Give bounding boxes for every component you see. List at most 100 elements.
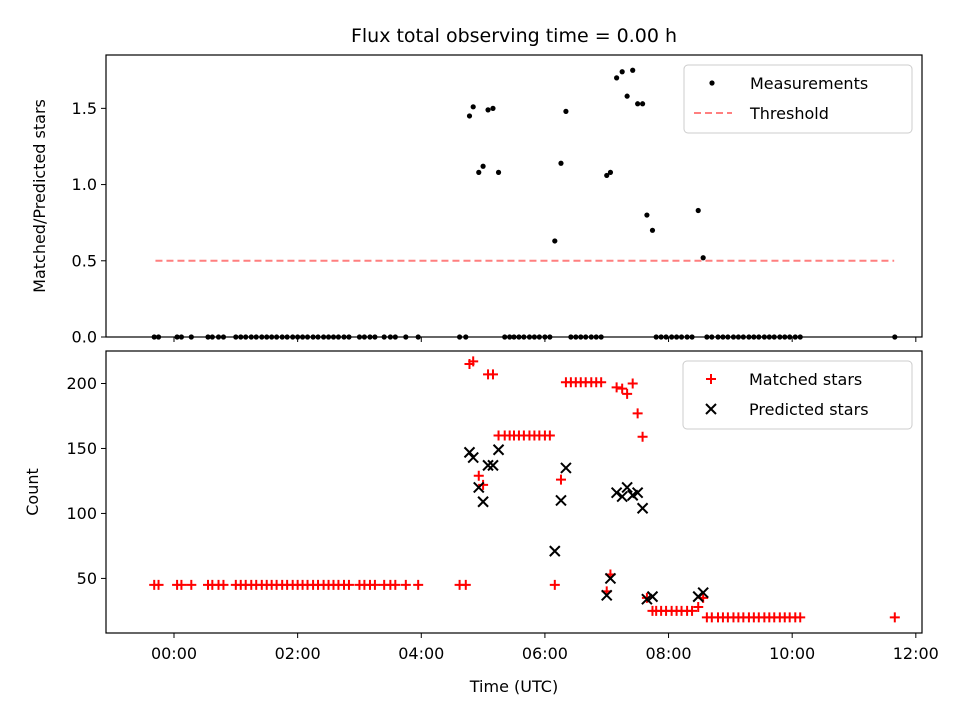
measurements-point	[361, 334, 367, 340]
bottom-ytick-label: 100	[66, 504, 97, 523]
bottom-xtick-label: 06:00	[522, 644, 568, 663]
predicted-stars-point	[560, 462, 572, 474]
measurements-point	[669, 334, 675, 340]
predicted-stars-point	[492, 444, 505, 456]
matched-stars-point	[611, 382, 622, 393]
top-ytick-label: 0.0	[72, 328, 97, 347]
top-ytick-label: 0.5	[72, 251, 97, 270]
bottom-panel: Count Time (UTC)	[23, 350, 923, 696]
legend-matched-stars-swatch	[706, 374, 716, 384]
measurements-point	[771, 334, 777, 340]
measurements-point	[644, 212, 650, 218]
measurements-point	[630, 67, 636, 73]
measurements-point	[274, 334, 280, 340]
measurements-point	[624, 93, 630, 99]
measurements-point	[792, 334, 798, 340]
predicted-stars-point	[482, 459, 494, 472]
measurements-point	[205, 334, 211, 340]
measurements-point	[490, 105, 496, 111]
bottom-xlabel: Time (UTC)	[469, 677, 558, 696]
measurements-point	[299, 334, 306, 340]
bottom-xtick-label: 02:00	[275, 644, 321, 663]
matched-stars-point	[468, 356, 479, 367]
top-legend-box	[683, 64, 913, 134]
measurements-point	[495, 169, 502, 175]
legend-label: Predicted stars	[749, 400, 869, 419]
measurements-point	[259, 334, 265, 340]
measurements-point	[526, 334, 533, 340]
matched-stars-point	[400, 579, 411, 590]
bottom-ytick-label: 50	[77, 569, 97, 588]
measurements-point	[715, 334, 721, 340]
measurements-point	[279, 334, 285, 340]
matched-stars-point	[413, 579, 424, 590]
measurements-point	[700, 255, 706, 261]
bottom-xtick-label: 04:00	[398, 644, 444, 663]
matched-stars-point	[487, 369, 498, 380]
measurements-point	[542, 334, 548, 340]
measurements-point	[607, 169, 614, 175]
matched-stars-point	[390, 579, 401, 590]
measurements-point	[740, 334, 746, 340]
matched-stars-point	[176, 579, 187, 590]
measurements-point	[531, 334, 538, 340]
measurements-point	[367, 334, 373, 340]
measurements-point	[238, 334, 244, 340]
legend-label: Matched stars	[749, 370, 862, 389]
matched-stars-point	[186, 579, 197, 590]
measurements-point	[593, 334, 599, 340]
measurements-point	[381, 334, 387, 340]
matched-stars-point	[632, 408, 643, 419]
measurements-point	[178, 334, 185, 340]
measurements-point	[335, 334, 342, 340]
measurements-point	[341, 334, 347, 340]
bottom-plot-frame	[105, 350, 923, 634]
measurements-point	[730, 334, 737, 340]
measurements-point	[653, 334, 659, 340]
measurements-point	[463, 334, 469, 340]
matched-stars-point	[544, 430, 555, 441]
bottom-xtick-label: 10:00	[769, 644, 815, 663]
predicted-stars-point	[621, 481, 633, 494]
measurements-point	[476, 169, 482, 175]
measurements-point	[777, 334, 783, 340]
measurements-point	[387, 334, 393, 340]
legend-label: Measurements	[750, 74, 868, 93]
measurements-point	[892, 334, 898, 340]
legend-measurements-swatch	[709, 80, 715, 86]
measurements-point	[330, 334, 337, 340]
measurements-point	[511, 334, 517, 340]
bottom-legend: Matched stars Predicted stars	[682, 360, 913, 430]
matched-stars-point	[889, 612, 900, 623]
measurements-point	[215, 334, 222, 340]
predicted-stars-point	[601, 589, 613, 602]
measurements-point	[704, 334, 710, 340]
measurements-point	[415, 334, 421, 340]
measurements-point	[155, 334, 162, 340]
measurements-point	[797, 334, 803, 340]
measurements-point	[614, 75, 620, 81]
legend-label: Threshold	[749, 104, 829, 123]
matched-stars-point	[218, 579, 229, 590]
measurements-point	[209, 334, 215, 340]
measurements-point	[356, 334, 363, 340]
measurements-point	[598, 334, 604, 340]
bottom-ytick-label: 150	[66, 439, 97, 458]
top-ylabel: Matched/Predicted stars	[30, 99, 49, 293]
figure-title: Flux total observing time = 0.00 h	[351, 25, 677, 47]
measurements-point	[720, 334, 726, 340]
chart-marks: 0.0 0.5 1.0 1.5 Measurements Threshold 50 100 15…	[66, 64, 939, 663]
measurements-point	[243, 334, 249, 340]
measurements-point	[295, 334, 301, 340]
measurements-point	[578, 334, 584, 340]
measurements-point	[392, 334, 398, 340]
predicted-stars-point	[616, 490, 628, 503]
measurements-point	[678, 334, 685, 340]
measurements-point	[673, 334, 680, 340]
measurements-point	[466, 113, 473, 119]
measurements-point	[516, 334, 522, 340]
measurements-point	[639, 101, 646, 107]
predicted-stars-point	[463, 446, 476, 459]
predicted-stars-point	[641, 593, 653, 605]
measurements-point	[315, 334, 321, 340]
